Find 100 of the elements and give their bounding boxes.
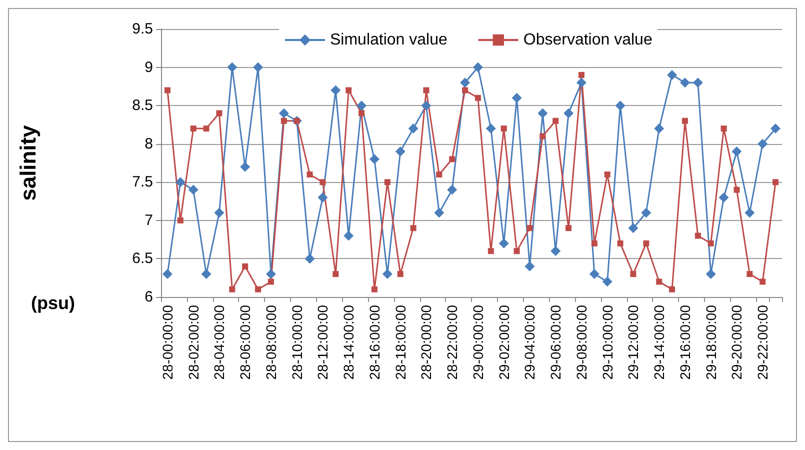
- point: [602, 276, 612, 287]
- y-tick-label: 6: [144, 288, 153, 306]
- x-tick-label: 29-02:00:00: [496, 304, 512, 380]
- point: [772, 179, 779, 186]
- point: [410, 225, 416, 232]
- point: [474, 94, 481, 101]
- point: [617, 240, 624, 246]
- point: [162, 269, 172, 280]
- point: [242, 263, 248, 270]
- point: [306, 171, 313, 178]
- point: [566, 225, 572, 232]
- point: [382, 269, 392, 280]
- point: [692, 78, 703, 88]
- point: [564, 108, 574, 118]
- point: [641, 208, 652, 218]
- point: [538, 108, 548, 118]
- point: [214, 208, 224, 218]
- point: [384, 179, 390, 186]
- point: [682, 118, 688, 124]
- x-tick-label: 29-04:00:00: [522, 304, 538, 380]
- point: [488, 248, 494, 254]
- point: [369, 154, 380, 164]
- x-tick-label: 28-06:00:00: [237, 304, 254, 380]
- x-tick-label: 29-10:00:00: [599, 304, 616, 380]
- point: [669, 286, 676, 292]
- point: [397, 271, 404, 278]
- point: [667, 70, 678, 80]
- point: [758, 138, 768, 149]
- point: [395, 146, 406, 157]
- point: [227, 62, 238, 72]
- point: [656, 278, 662, 285]
- x-tick-label: 28-00:00:00: [159, 304, 176, 380]
- point: [514, 248, 520, 254]
- x-tick-label: 29-14:00:00: [651, 304, 668, 380]
- x-tick-label: 29-22:00:00: [754, 304, 771, 380]
- y-tick-label: 6.5: [132, 250, 153, 268]
- point: [447, 184, 458, 195]
- point: [526, 225, 533, 232]
- point: [358, 110, 365, 116]
- point: [255, 286, 262, 292]
- y-tick-label: 7: [144, 212, 153, 229]
- point: [630, 271, 636, 278]
- point: [356, 100, 367, 111]
- y-tick-label: 9.5: [132, 20, 153, 38]
- point: [346, 87, 352, 94]
- x-tick-label: 28-14:00:00: [340, 304, 357, 380]
- y-axis-title: salinity: [16, 124, 40, 201]
- point: [591, 240, 598, 246]
- y-tick-label: 7.5: [132, 174, 153, 191]
- point: [486, 124, 496, 134]
- point: [628, 223, 638, 234]
- point: [708, 240, 714, 246]
- point: [734, 186, 740, 193]
- x-tick-label: 28-02:00:00: [185, 304, 202, 380]
- point: [449, 156, 456, 162]
- x-tick-label: 29-20:00:00: [728, 304, 745, 380]
- x-tick-label: 28-20:00:00: [418, 304, 434, 380]
- point: [164, 87, 170, 94]
- x-tick-label: 29-18:00:00: [702, 304, 719, 380]
- point: [421, 100, 432, 111]
- x-tick-label: 29-00:00:00: [470, 304, 486, 380]
- legend-label: Simulation value: [330, 32, 448, 48]
- point: [512, 92, 522, 103]
- point: [318, 192, 328, 202]
- point: [500, 126, 507, 132]
- point: [320, 179, 326, 186]
- point: [177, 217, 184, 224]
- point: [278, 108, 289, 118]
- x-tick-label: 28-22:00:00: [444, 304, 460, 380]
- point: [371, 286, 378, 292]
- point: [462, 87, 468, 94]
- point: [578, 72, 584, 78]
- x-tick-label: 29-08:00:00: [573, 304, 590, 380]
- point: [344, 230, 354, 241]
- y-tick-label: 9: [144, 58, 153, 76]
- point: [694, 232, 701, 239]
- point: [615, 100, 626, 111]
- point: [540, 133, 546, 140]
- x-tick-label: 29-16:00:00: [676, 304, 693, 380]
- point: [732, 146, 742, 157]
- point: [552, 118, 559, 124]
- point: [604, 171, 610, 178]
- x-tick-label: 28-08:00:00: [262, 304, 279, 380]
- point: [203, 126, 210, 132]
- point: [550, 246, 561, 256]
- point: [718, 192, 729, 202]
- y-tick-label: 8: [144, 135, 153, 152]
- point: [330, 85, 341, 96]
- point: [680, 78, 690, 88]
- point: [643, 240, 650, 246]
- point: [746, 271, 753, 278]
- point: [654, 124, 664, 134]
- point: [744, 208, 755, 218]
- x-tick-label: 28-18:00:00: [392, 304, 408, 380]
- x-tick-label: 28-12:00:00: [314, 304, 331, 380]
- y-tick-label: 8.5: [132, 97, 153, 114]
- point: [332, 271, 339, 278]
- point: [175, 177, 186, 188]
- point: [589, 269, 600, 280]
- text: (psu): [31, 293, 75, 313]
